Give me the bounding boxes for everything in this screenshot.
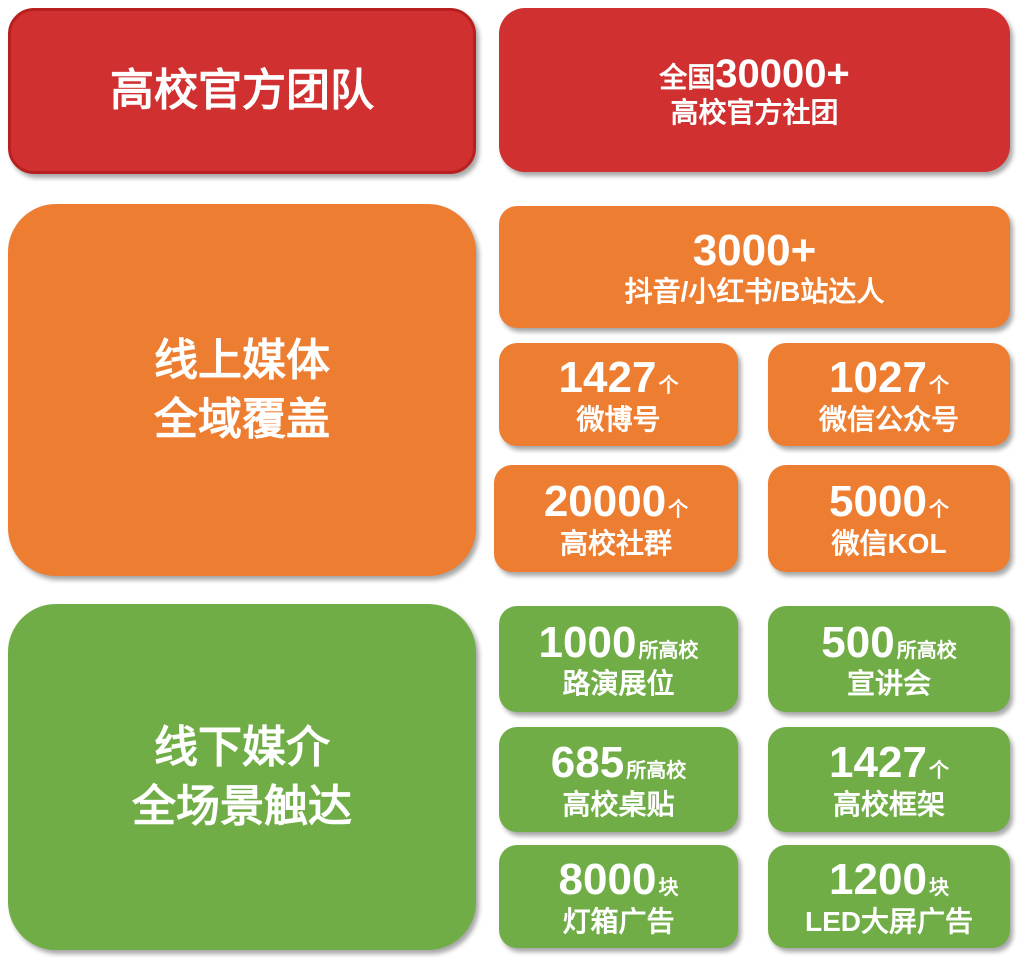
stat-number: 500 — [821, 617, 895, 667]
stat-label: 微博号 — [576, 403, 661, 435]
team-stat-number: 30000+ — [715, 51, 850, 96]
stat-unit: 块 — [658, 877, 679, 900]
stat-unit: 个 — [928, 499, 949, 522]
stat-unit: 所高校 — [638, 639, 699, 662]
stat-unit: 所高校 — [896, 639, 957, 662]
stat-label: 路演展位 — [562, 668, 675, 700]
offline-item-led-screen: 1200 块 LED大屏广告 — [768, 845, 1010, 948]
stat-label: 灯箱广告 — [562, 905, 675, 937]
stat-number: 8000 — [558, 855, 657, 905]
stat-label: LED大屏广告 — [804, 905, 973, 937]
online-item-wechat-account: 1027 个 微信公众号 — [768, 343, 1010, 446]
online-item-wechat-kol: 5000 个 微信KOL — [768, 465, 1010, 572]
stat-number: 1027 — [829, 353, 927, 403]
stat-number: 1427 — [558, 353, 657, 403]
offline-title-line2: 全场景触达 — [132, 782, 352, 831]
stat-label: 高校桌贴 — [562, 788, 675, 820]
creators-box: 3000+ 抖音/小红书/B站达人 — [499, 206, 1010, 328]
stat-unit: 个 — [928, 760, 949, 783]
online-title-line2: 全域覆盖 — [154, 395, 330, 444]
team-stat-prefix: 全国 — [659, 61, 716, 93]
stat-unit: 所高校 — [626, 760, 687, 783]
creators-label: 抖音/小红书/B站达人 — [624, 276, 885, 308]
offline-item-roadshow: 1000 所高校 路演展位 — [499, 606, 738, 712]
stat-label: 高校框架 — [832, 788, 945, 820]
offline-item-frame: 1427 个 高校框架 — [768, 727, 1010, 832]
stat-label: 宣讲会 — [846, 668, 931, 700]
online-item-weibo: 1427 个 微博号 — [499, 343, 738, 446]
stat-label: 微信KOL — [831, 527, 947, 559]
team-stat-label: 高校官方社团 — [670, 96, 839, 128]
team-stat-box: 全国30000+ 高校官方社团 — [499, 8, 1010, 172]
stat-number: 1427 — [829, 738, 927, 788]
stat-unit: 个 — [928, 375, 949, 398]
offline-item-desk-sticker: 685 所高校 高校桌贴 — [499, 727, 738, 832]
offline-item-lightbox: 8000 块 灯箱广告 — [499, 845, 738, 948]
stat-label: 高校社群 — [559, 527, 672, 559]
online-title-line1: 线上媒体 — [154, 335, 330, 385]
offline-title-line1: 线下媒介 — [154, 722, 330, 772]
stat-number: 1200 — [829, 855, 927, 905]
stat-number: 1000 — [538, 617, 637, 667]
stat-number: 685 — [550, 738, 625, 788]
offline-title-box: 线下媒介 全场景触达 — [8, 604, 476, 950]
stat-number: 5000 — [829, 477, 927, 527]
offline-item-seminar: 500 所高校 宣讲会 — [768, 606, 1010, 712]
team-title: 高校官方团队 — [110, 65, 374, 115]
stat-label: 微信公众号 — [818, 403, 959, 435]
creators-number: 3000+ — [692, 225, 817, 275]
stat-number: 20000 — [543, 477, 667, 527]
stat-unit: 块 — [928, 877, 949, 900]
online-title-box: 线上媒体 全域覆盖 — [8, 204, 476, 576]
stat-unit: 个 — [658, 375, 679, 398]
team-title-box: 高校官方团队 — [8, 8, 476, 174]
online-item-campus-groups: 20000 个 高校社群 — [494, 465, 738, 572]
stat-unit: 个 — [668, 499, 689, 522]
